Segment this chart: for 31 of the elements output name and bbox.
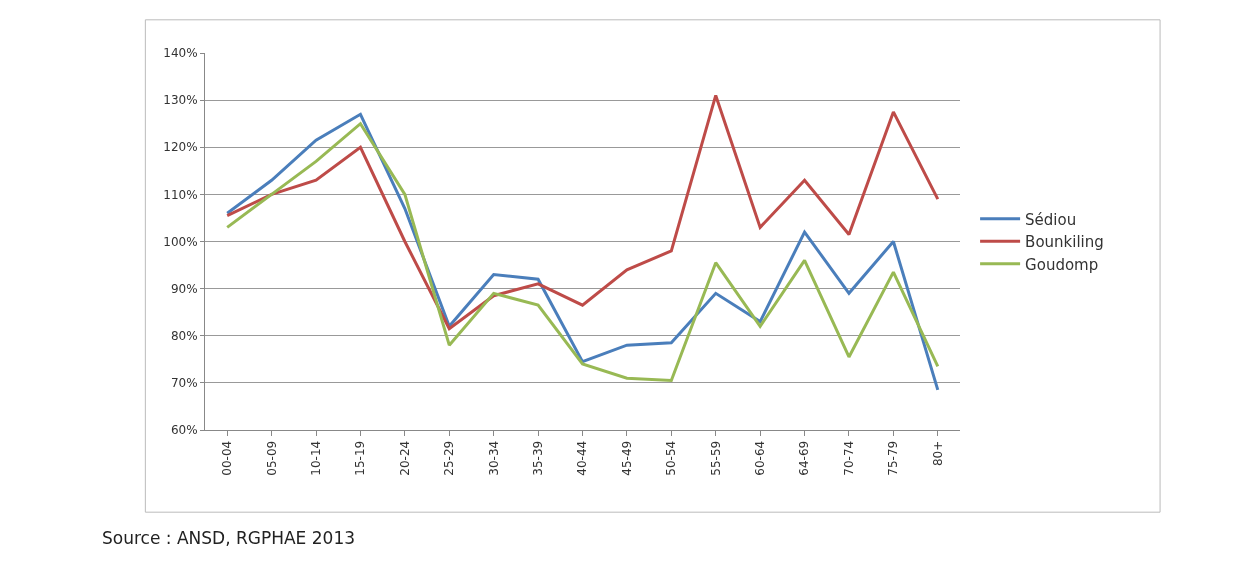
x-tick-label: 55-59 [708, 440, 723, 476]
x-tick-label: 70-74 [841, 440, 856, 476]
y-tick-label: 120% [163, 140, 198, 155]
x-tick-label: 45-49 [619, 440, 634, 476]
x-tick-label: 30-34 [486, 440, 501, 476]
legend-label: Bounkiling [1025, 233, 1104, 252]
y-tick-label: 70% [170, 376, 198, 391]
x-tick-label: 15-19 [353, 440, 368, 476]
legend-label: Goudomp [1025, 255, 1099, 274]
x-tick-label: 75-79 [886, 440, 901, 476]
x-tick-label: 60-64 [753, 440, 768, 476]
y-tick-label: 130% [163, 93, 198, 108]
x-tick-label: 80+ [930, 440, 945, 467]
y-tick-label: 80% [170, 328, 198, 343]
x-tick-label: 64-69 [797, 440, 812, 476]
legend-label: Sédiou [1025, 210, 1077, 229]
x-tick-label: 05-09 [264, 440, 279, 476]
y-tick-label: 60% [170, 423, 198, 438]
x-tick-label: 40-44 [575, 440, 590, 476]
source-note: Source : ANSD, RGPHAE 2013 [102, 528, 356, 548]
x-tick-label: 20-24 [397, 440, 412, 476]
y-tick-label: 100% [163, 234, 198, 249]
x-tick-label: 25-29 [442, 440, 457, 476]
x-tick-label: 00-04 [220, 440, 235, 476]
y-tick-label: 140% [163, 46, 198, 61]
x-tick-label: 10-14 [308, 440, 323, 476]
x-tick-label: 50-54 [664, 440, 679, 476]
line-series [225, 93, 940, 331]
x-tick-label: 35-39 [530, 440, 545, 476]
y-tick-label: 90% [170, 281, 198, 296]
y-tick-label: 110% [163, 187, 198, 202]
